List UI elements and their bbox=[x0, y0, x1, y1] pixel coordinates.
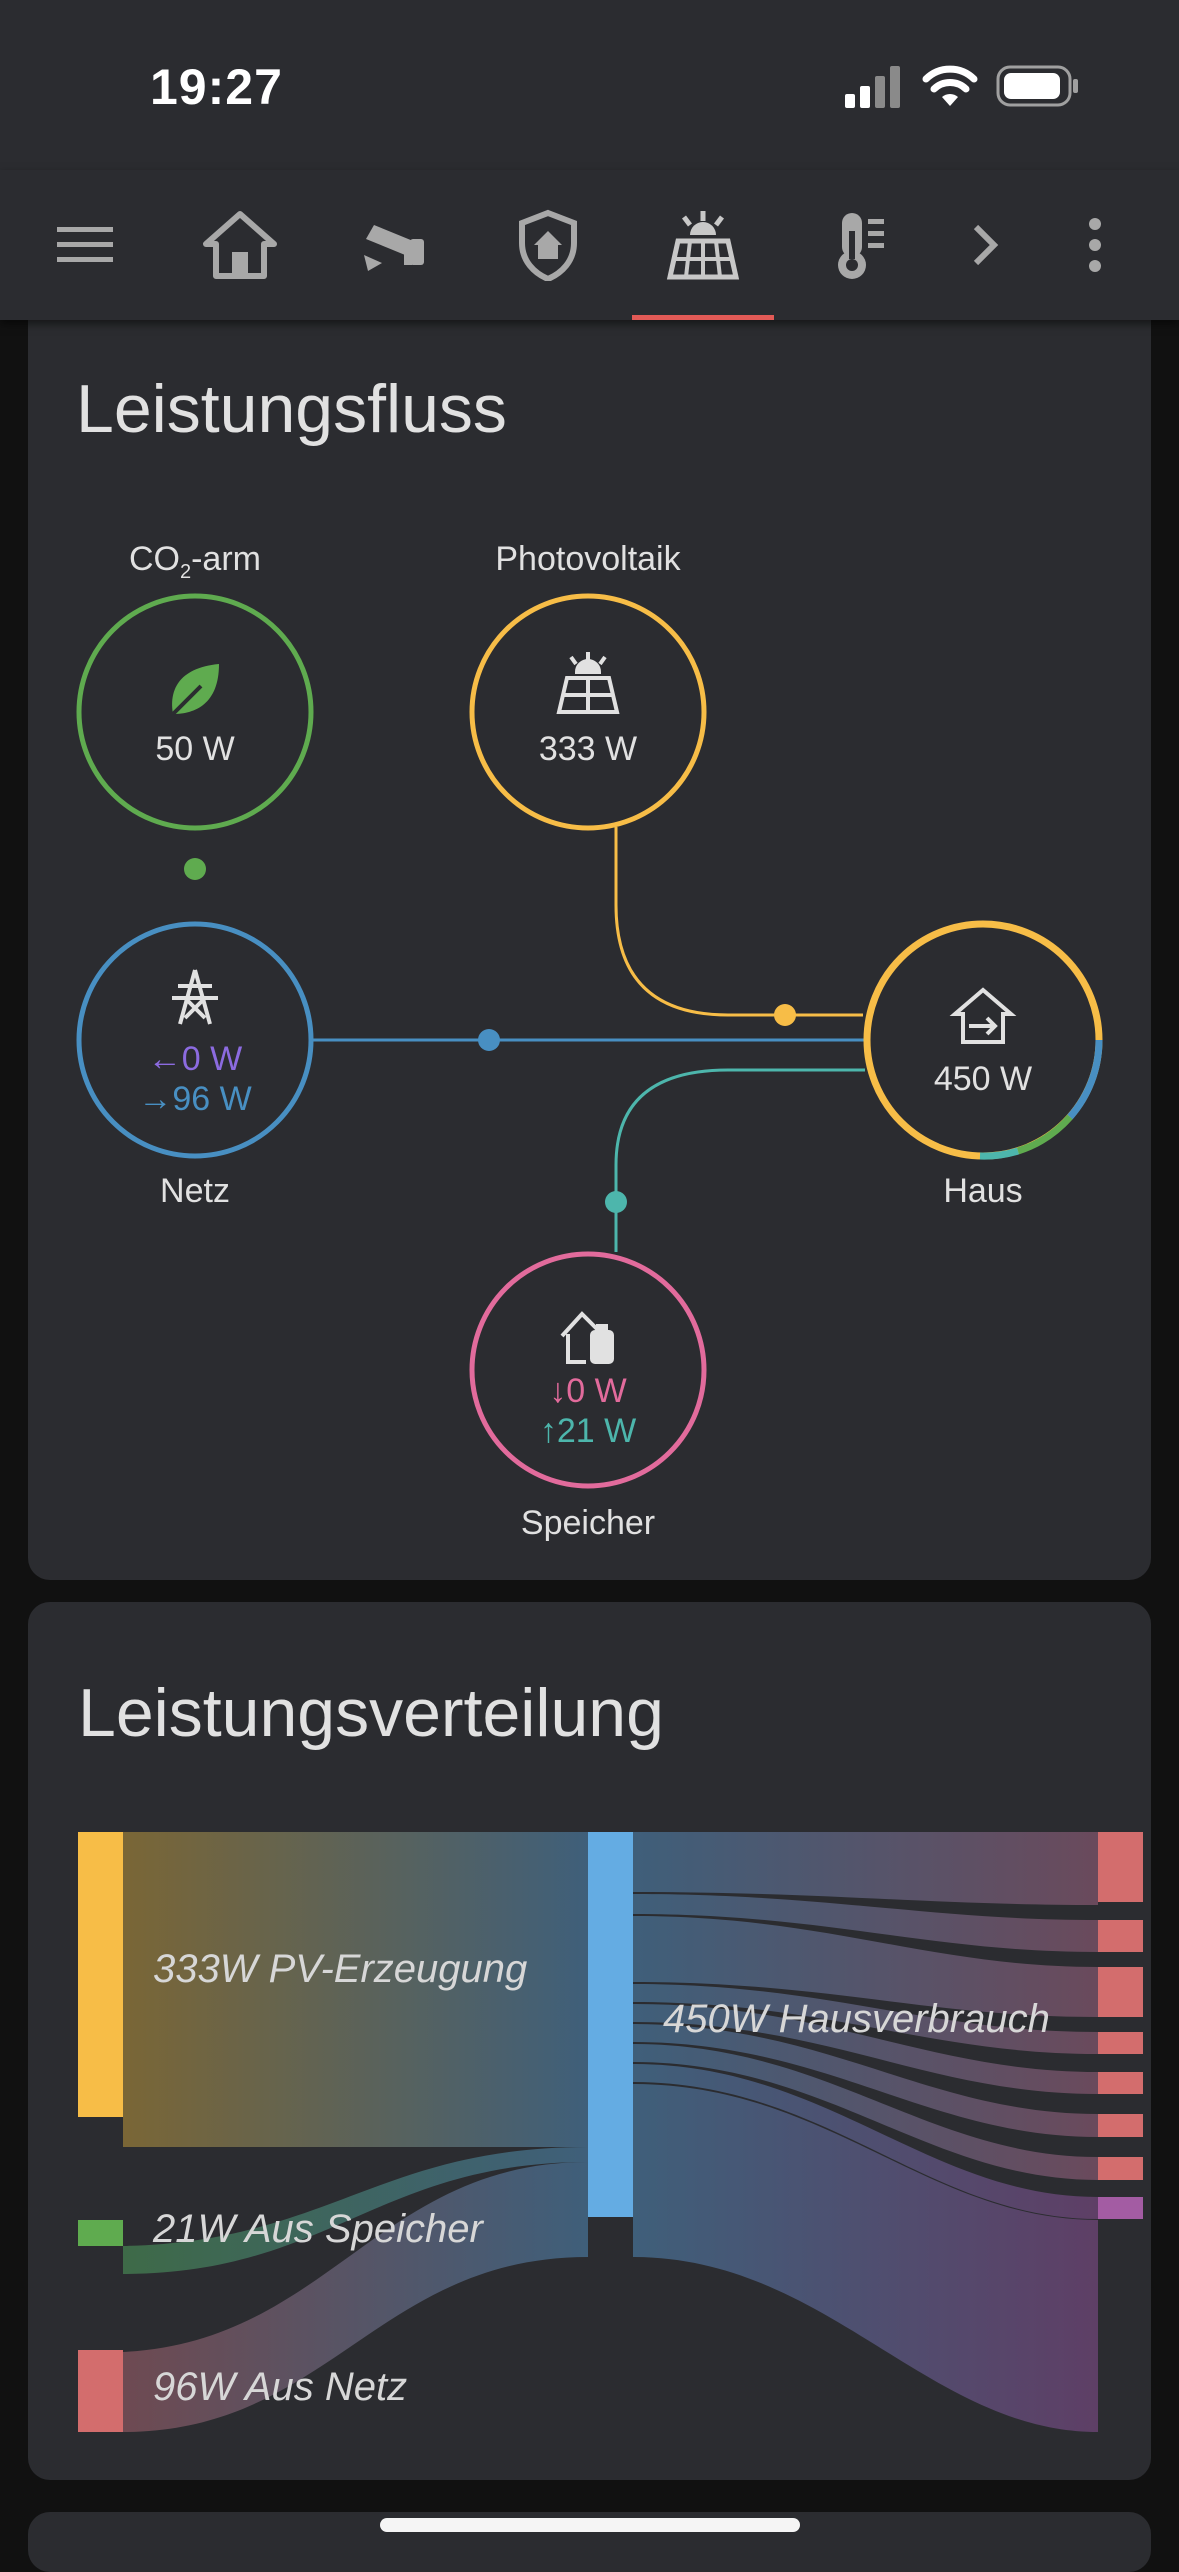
battery-node-circle bbox=[469, 1251, 707, 1489]
status-bar: 19:27 bbox=[0, 0, 1179, 170]
tab-cameras[interactable] bbox=[345, 170, 445, 320]
co2-flow-dot bbox=[184, 858, 206, 880]
sankey-out-6 bbox=[1098, 2114, 1143, 2137]
shield-home-icon bbox=[519, 209, 577, 281]
sankey-node-grid bbox=[78, 2350, 123, 2432]
home-icon bbox=[203, 211, 277, 279]
tab-security[interactable] bbox=[498, 170, 598, 320]
home-node-label: Haus bbox=[943, 1172, 1023, 1210]
battery-flow-dot bbox=[605, 1191, 627, 1213]
tab-energy[interactable] bbox=[653, 170, 753, 320]
battery-discharge-value: ↑21 W bbox=[539, 1412, 637, 1450]
sankey-label-grid: 96W Aus Netz bbox=[153, 2365, 408, 2409]
battery-node-label: Speicher bbox=[520, 1504, 656, 1542]
leaf-icon bbox=[171, 664, 219, 716]
tab-climate[interactable] bbox=[806, 170, 906, 320]
sankey-out-1 bbox=[1098, 1832, 1143, 1902]
battery-charge-value: ↓0 W bbox=[549, 1372, 627, 1410]
sankey-out-3 bbox=[1098, 1967, 1143, 2017]
home-value: 450 W bbox=[933, 1060, 1033, 1098]
wifi-icon bbox=[922, 65, 978, 106]
thermometer-icon bbox=[838, 213, 884, 279]
transmission-tower-icon bbox=[172, 969, 218, 1025]
chevron-right-icon bbox=[973, 224, 999, 266]
grid-flow-dot bbox=[478, 1029, 500, 1051]
grid-import-value: ←0 W bbox=[147, 1040, 243, 1078]
more-vertical-icon bbox=[1089, 218, 1101, 272]
power-flow-diagram bbox=[76, 593, 1103, 1489]
solar-panel-icon bbox=[666, 211, 740, 280]
sankey-label-battery: 21W Aus Speicher bbox=[153, 2207, 483, 2251]
sankey-label-house: 450W Hausverbrauch bbox=[663, 1997, 1050, 2041]
cellular-signal-icon bbox=[845, 66, 900, 108]
battery-icon bbox=[996, 65, 1078, 107]
flow-battery bbox=[123, 2147, 588, 2274]
power-distribution-title: Leistungsverteilung bbox=[78, 1675, 664, 1751]
co2-node-label: CO2-arm bbox=[128, 540, 261, 583]
battery-storage-icon bbox=[560, 1311, 614, 1364]
sankey-node-battery bbox=[78, 2220, 123, 2246]
grid-node-circle bbox=[76, 921, 314, 1159]
flow-pv bbox=[123, 1832, 588, 2147]
sankey-node-pv bbox=[78, 1832, 123, 2117]
status-time: 19:27 bbox=[150, 59, 283, 115]
grid-export-value: →96 W bbox=[138, 1080, 252, 1118]
solar-flow-dot bbox=[774, 1004, 796, 1026]
menu-button[interactable] bbox=[40, 170, 130, 320]
home-indicator[interactable] bbox=[380, 2518, 800, 2532]
sankey-out-2 bbox=[1098, 1920, 1143, 1952]
security-camera-icon bbox=[364, 225, 424, 271]
solar-value: 333 W bbox=[538, 730, 638, 768]
overflow-menu-button[interactable] bbox=[1070, 170, 1120, 320]
flow-grid bbox=[123, 2162, 588, 2432]
battery-home-line bbox=[614, 1068, 865, 1252]
power-flow-card: Leistungsfluss bbox=[28, 300, 1151, 1580]
scroll-tabs-right-button[interactable] bbox=[950, 170, 1020, 320]
co2-node-circle bbox=[76, 593, 314, 831]
solar-panel-node-icon bbox=[556, 652, 620, 714]
sankey-diagram bbox=[78, 1832, 1143, 2432]
sankey-out-8 bbox=[1098, 2197, 1143, 2219]
sankey-out-7 bbox=[1098, 2157, 1143, 2180]
top-toolbar bbox=[0, 170, 1179, 320]
menu-icon bbox=[57, 227, 113, 262]
tab-home[interactable] bbox=[190, 170, 290, 320]
sankey-label-pv: 333W PV-Erzeugung bbox=[153, 1947, 528, 1991]
active-tab-indicator bbox=[632, 315, 774, 320]
home-export-icon bbox=[949, 987, 1017, 1044]
grid-node-label: Netz bbox=[160, 1172, 230, 1210]
solar-home-line bbox=[614, 827, 863, 1017]
sankey-out-5 bbox=[1098, 2072, 1143, 2094]
solar-node-label: Photovoltaik bbox=[495, 540, 681, 578]
power-flow-title: Leistungsfluss bbox=[76, 371, 507, 447]
co2-value: 50 W bbox=[155, 730, 235, 768]
power-distribution-card: Leistungsverteilung bbox=[28, 1602, 1151, 2480]
sankey-out-4 bbox=[1098, 2032, 1143, 2054]
sankey-node-house bbox=[588, 1832, 633, 2217]
